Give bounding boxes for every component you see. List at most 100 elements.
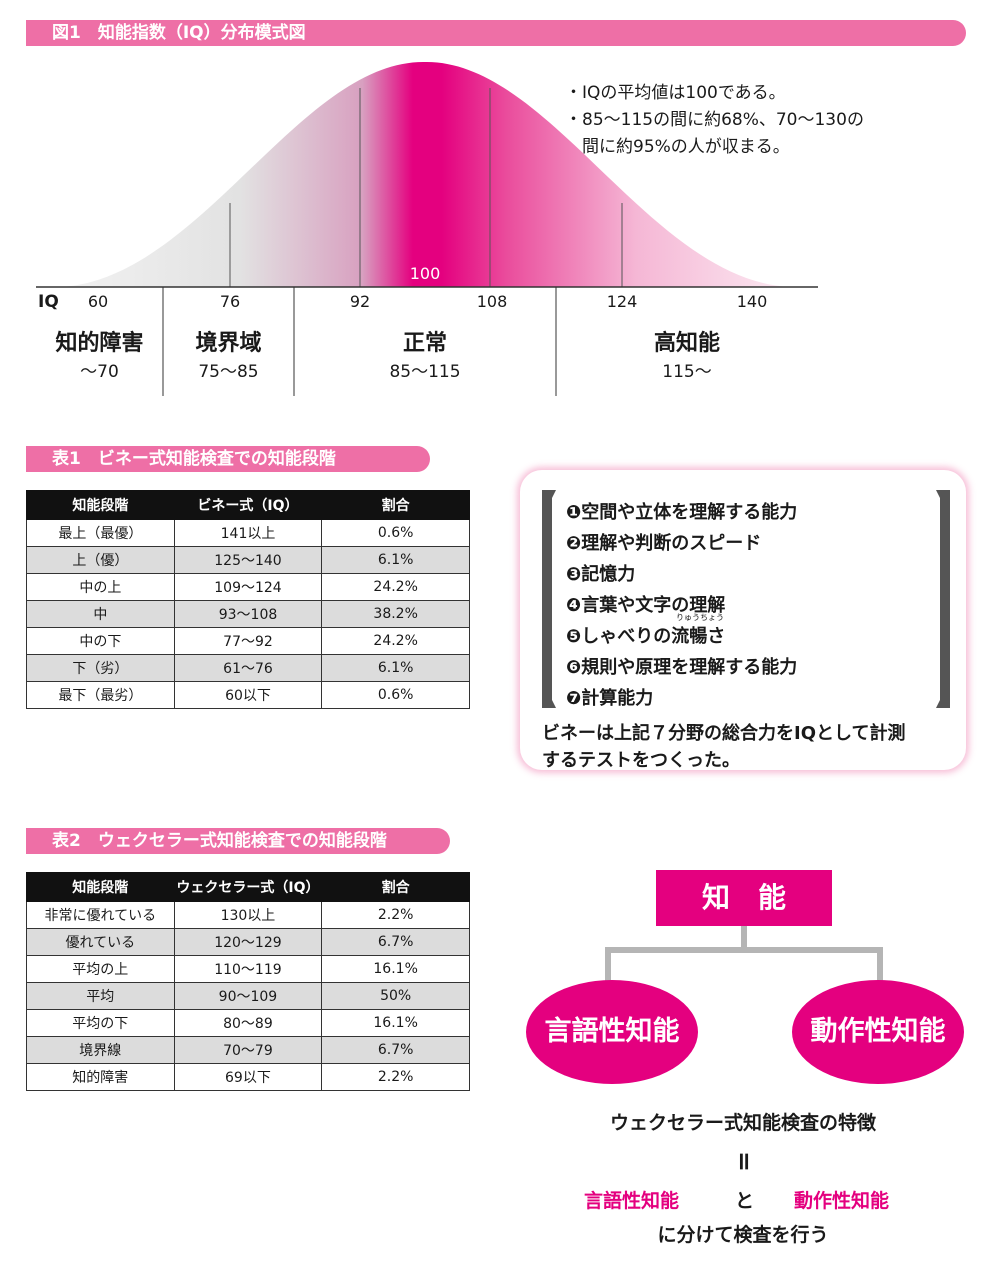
verbal-iq-ellipse: 言語性知能 bbox=[526, 980, 698, 1084]
table1-title: 表1 ビネー式知能検査での知能段階 bbox=[26, 446, 430, 472]
tick-label: 124 bbox=[606, 292, 638, 311]
left-bracket bbox=[542, 490, 556, 708]
zone-range: 75〜85 bbox=[198, 362, 259, 382]
cell: 2.2% bbox=[321, 1063, 470, 1091]
ruby-text: りゅうちょう bbox=[676, 613, 724, 622]
cell: 中の下 bbox=[26, 627, 175, 655]
cell: 知的障害 bbox=[26, 1063, 175, 1091]
column-header: 知能段階 bbox=[26, 490, 175, 520]
ability-item: ❹言葉や文字の理解 bbox=[566, 595, 726, 616]
tick-label: 108 bbox=[476, 292, 508, 311]
zone-name: 知的障害 bbox=[55, 331, 144, 356]
table-header-row: 知能段階 ビネー式（IQ） 割合 bbox=[26, 490, 470, 520]
bracket-decoration bbox=[542, 490, 950, 708]
binet-table: 知能段階 ビネー式（IQ） 割合 最上（最優） 141以上 0.6% 上（優） 125… bbox=[26, 490, 470, 709]
table-row: 上（優） 125〜140 6.1% bbox=[26, 546, 470, 574]
cell: 77〜92 bbox=[173, 627, 323, 655]
table-row: 下（劣） 61〜76 6.1% bbox=[26, 654, 470, 682]
cell: 80〜89 bbox=[173, 1009, 323, 1037]
cell: 120〜129 bbox=[173, 928, 323, 956]
zone-name: 境界域 bbox=[195, 331, 262, 356]
ability-item: ❶空間や立体を理解する能力 bbox=[566, 502, 798, 523]
table-header-row: 知能段階 ウェクセラー式（IQ） 割合 bbox=[26, 872, 470, 902]
cell: 60以下 bbox=[173, 681, 323, 709]
cell: 上（優） bbox=[26, 546, 175, 574]
cell: 6.1% bbox=[321, 546, 470, 574]
cell: 70〜79 bbox=[173, 1036, 323, 1064]
cell: 0.6% bbox=[321, 519, 470, 547]
ability-item: ❷理解や判断のスピード bbox=[566, 533, 762, 554]
cell: 130以上 bbox=[173, 901, 323, 929]
cell: 110〜119 bbox=[173, 955, 323, 983]
cell: 非常に優れている bbox=[26, 901, 175, 929]
note-line: ・IQの平均値は100である。 bbox=[565, 83, 786, 103]
table-row: 平均の下 80〜89 16.1% bbox=[26, 1009, 470, 1037]
column-header: 割合 bbox=[321, 490, 470, 520]
tick-label: 76 bbox=[219, 292, 241, 311]
cell: 6.1% bbox=[321, 654, 470, 682]
cell: 2.2% bbox=[321, 901, 470, 929]
ability-item: ❼計算能力 bbox=[566, 688, 654, 709]
cell: 24.2% bbox=[321, 627, 470, 655]
cell: 61〜76 bbox=[173, 654, 323, 682]
table-row: 平均の上 110〜119 16.1% bbox=[26, 955, 470, 983]
caption-verbal: 言語性知能 bbox=[584, 1190, 680, 1212]
table-row: 知的障害 69以下 2.2% bbox=[26, 1063, 470, 1091]
binet-ability-box bbox=[520, 470, 966, 770]
table-row: 中の下 77〜92 24.2% bbox=[26, 627, 470, 655]
note-line: ・85〜115の間に約68%、70〜130の bbox=[565, 110, 864, 130]
cell: 0.6% bbox=[321, 681, 470, 709]
zone-name: 正常 bbox=[402, 331, 447, 356]
cell: 69以下 bbox=[173, 1063, 323, 1091]
table-row: 中の上 109〜124 24.2% bbox=[26, 573, 470, 601]
cell: 125〜140 bbox=[173, 546, 323, 574]
ability-item: ❺しゃべりの流暢さ bbox=[566, 626, 726, 647]
tick-label: 140 bbox=[736, 292, 768, 311]
zone-range: 85〜115 bbox=[389, 362, 461, 382]
table-row: 平均 90〜109 50% bbox=[26, 982, 470, 1010]
cell: 平均 bbox=[26, 982, 175, 1010]
table-row: 非常に優れている 130以上 2.2% bbox=[26, 901, 470, 929]
equals-sign: ॥ bbox=[735, 1147, 751, 1175]
cell: 16.1% bbox=[321, 1009, 470, 1037]
tick-label: 60 bbox=[87, 292, 109, 311]
cell: 16.1% bbox=[321, 955, 470, 983]
ability-item: ❸記憶力 bbox=[566, 564, 636, 585]
table-row: 境界線 70〜79 6.7% bbox=[26, 1036, 470, 1064]
intelligence-box: 知 能 bbox=[656, 870, 832, 926]
table-row: 優れている 120〜129 6.7% bbox=[26, 928, 470, 956]
summary-line: するテストをつくった。 bbox=[542, 750, 740, 771]
column-header: ウェクセラー式（IQ） bbox=[173, 872, 323, 902]
bell-curve bbox=[36, 61, 818, 396]
bell-shape bbox=[60, 61, 790, 287]
zone-range: 〜70 bbox=[80, 362, 119, 382]
performance-iq-ellipse: 動作性知能 bbox=[792, 980, 964, 1084]
cell: 6.7% bbox=[321, 1036, 470, 1064]
cell: 最下（最劣） bbox=[26, 681, 175, 709]
column-header: 知能段階 bbox=[26, 872, 175, 902]
note-line: 間に約95%の人が収まる。 bbox=[565, 137, 790, 157]
summary-line: ビネーは上記７分野の総合力をIQとして計測 bbox=[542, 723, 906, 744]
column-header: 割合 bbox=[321, 872, 470, 902]
zone-name: 高知能 bbox=[653, 331, 720, 356]
cell: 93〜108 bbox=[173, 600, 323, 628]
cell: 中 bbox=[26, 600, 175, 628]
cell: 90〜109 bbox=[173, 982, 323, 1010]
cell: 平均の下 bbox=[26, 1009, 175, 1037]
cell: 141以上 bbox=[173, 519, 323, 547]
caption-conclusion: に分けて検査を行う bbox=[657, 1224, 829, 1246]
cell: 38.2% bbox=[321, 600, 470, 628]
cell: 中の上 bbox=[26, 573, 175, 601]
wechsler-table: 知能段階 ウェクセラー式（IQ） 割合 非常に優れている 130以上 2.2% 優れ… bbox=[26, 872, 470, 1091]
column-header: ビネー式（IQ） bbox=[173, 490, 323, 520]
ability-item: ❻規則や原理を理解する能力 bbox=[566, 657, 798, 678]
center-label: 100 bbox=[409, 264, 441, 283]
cell: 境界線 bbox=[26, 1036, 175, 1064]
figure1-notes: ・IQの平均値は100である。 ・85〜115の間に約68%、70〜130の 間… bbox=[565, 80, 864, 161]
cell: 6.7% bbox=[321, 928, 470, 956]
tick-label: 92 bbox=[349, 292, 371, 311]
connector-lines bbox=[605, 924, 883, 986]
cell: 優れている bbox=[26, 928, 175, 956]
right-bracket bbox=[936, 490, 950, 708]
table2-title: 表2 ウェクセラー式知能検査での知能段階 bbox=[26, 828, 450, 854]
